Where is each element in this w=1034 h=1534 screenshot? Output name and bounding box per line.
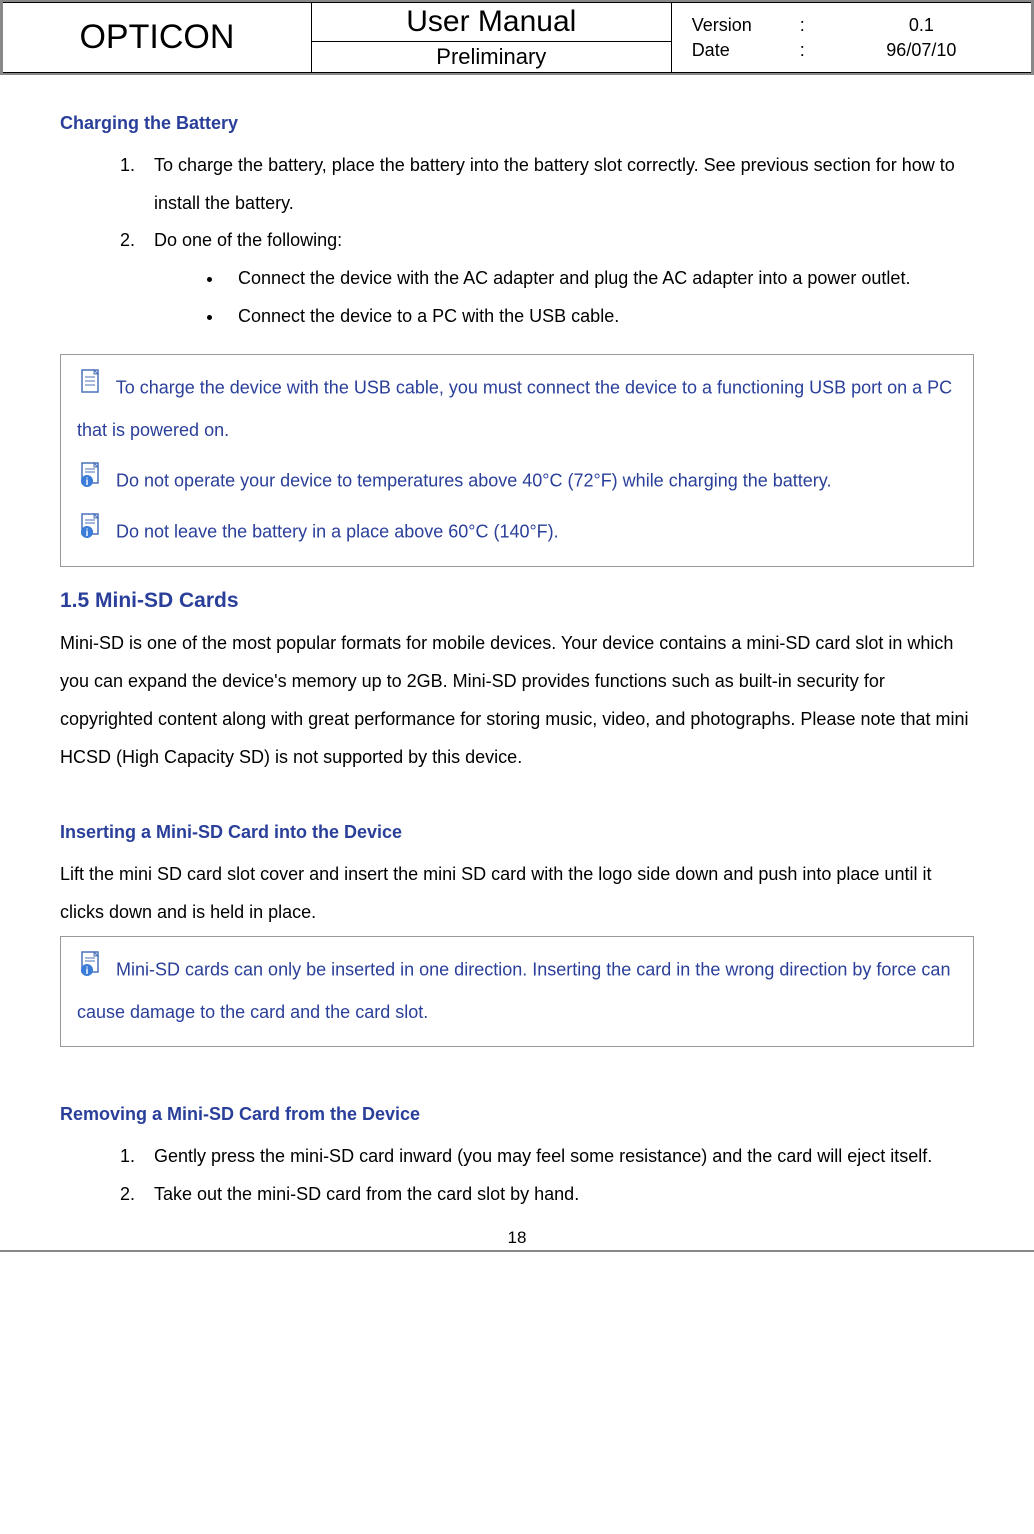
- list-item: Gently press the mini-SD card inward (yo…: [140, 1138, 974, 1176]
- charging-note-box: To charge the device with the USB cable,…: [60, 354, 974, 568]
- note-text: Do not operate your device to temperatur…: [116, 470, 831, 490]
- svg-text:i: i: [86, 966, 89, 977]
- brand-text: OPTICON: [79, 18, 234, 56]
- note-row: i Do not operate your device to temperat…: [77, 460, 957, 503]
- removing-steps: Gently press the mini-SD card inward (yo…: [60, 1138, 974, 1214]
- date-label: Date: [692, 40, 782, 61]
- colon: :: [800, 15, 814, 36]
- footer-bar: [0, 1250, 1034, 1254]
- note-row: i Do not leave the battery in a place ab…: [77, 511, 957, 554]
- brand-cell: OPTICON: [3, 3, 311, 73]
- list-item: Do one of the following: Connect the dev…: [140, 222, 974, 335]
- inserting-heading: Inserting a Mini-SD Card into the Device: [60, 814, 974, 852]
- svg-text:i: i: [86, 477, 89, 488]
- step-text: Gently press the mini-SD card inward (yo…: [154, 1146, 932, 1166]
- list-item: Connect the device to a PC with the USB …: [224, 298, 974, 336]
- svg-text:i: i: [86, 528, 89, 539]
- colon: :: [800, 40, 814, 61]
- title-cell: User Manual Preliminary: [311, 3, 671, 73]
- step-text: Take out the mini-SD card from the card …: [154, 1184, 579, 1204]
- version-value: 0.1: [832, 15, 1011, 36]
- note-row: To charge the device with the USB cable,…: [77, 367, 957, 452]
- step-text: To charge the battery, place the battery…: [154, 155, 955, 213]
- charging-heading: Charging the Battery: [60, 105, 974, 143]
- note-document-icon: [77, 367, 105, 410]
- version-row: Version : 0.1: [692, 13, 1011, 38]
- header-table: OPTICON User Manual Preliminary Version …: [3, 2, 1031, 73]
- list-item: Take out the mini-SD card from the card …: [140, 1176, 974, 1214]
- charging-steps: To charge the battery, place the battery…: [60, 147, 974, 336]
- minisd-title: 1.5 Mini-SD Cards: [60, 579, 974, 623]
- list-item: To charge the battery, place the battery…: [140, 147, 974, 223]
- note-text: Mini-SD cards can only be inserted in on…: [77, 959, 950, 1022]
- list-item: Connect the device with the AC adapter a…: [224, 260, 974, 298]
- removing-heading: Removing a Mini-SD Card from the Device: [60, 1096, 974, 1134]
- bullet-text: Connect the device with the AC adapter a…: [238, 268, 910, 288]
- charging-sublist: Connect the device with the AC adapter a…: [154, 260, 974, 336]
- page-container: OPTICON User Manual Preliminary Version …: [0, 0, 1034, 75]
- inserting-note-box: i Mini-SD cards can only be inserted in …: [60, 936, 974, 1047]
- meta-cell: Version : 0.1 Date : 96/07/10: [671, 3, 1031, 73]
- version-label: Version: [692, 15, 782, 36]
- date-value: 96/07/10: [832, 40, 1011, 61]
- doc-title: User Manual: [312, 3, 671, 42]
- note-text: To charge the device with the USB cable,…: [77, 377, 952, 440]
- doc-subtitle: Preliminary: [312, 42, 671, 72]
- note-info-icon: i: [77, 460, 105, 503]
- note-row: i Mini-SD cards can only be inserted in …: [77, 949, 957, 1034]
- note-info-icon: i: [77, 511, 105, 554]
- page-number: 18: [0, 1224, 1034, 1250]
- page-content: Charging the Battery To charge the batte…: [0, 75, 1034, 1224]
- step-text: Do one of the following:: [154, 230, 342, 250]
- note-text: Do not leave the battery in a place abov…: [116, 521, 559, 541]
- minisd-paragraph: Mini-SD is one of the most popular forma…: [60, 625, 974, 776]
- note-info-icon: i: [77, 949, 105, 992]
- inserting-paragraph: Lift the mini SD card slot cover and ins…: [60, 856, 974, 932]
- bullet-text: Connect the device to a PC with the USB …: [238, 306, 619, 326]
- date-row: Date : 96/07/10: [692, 38, 1011, 63]
